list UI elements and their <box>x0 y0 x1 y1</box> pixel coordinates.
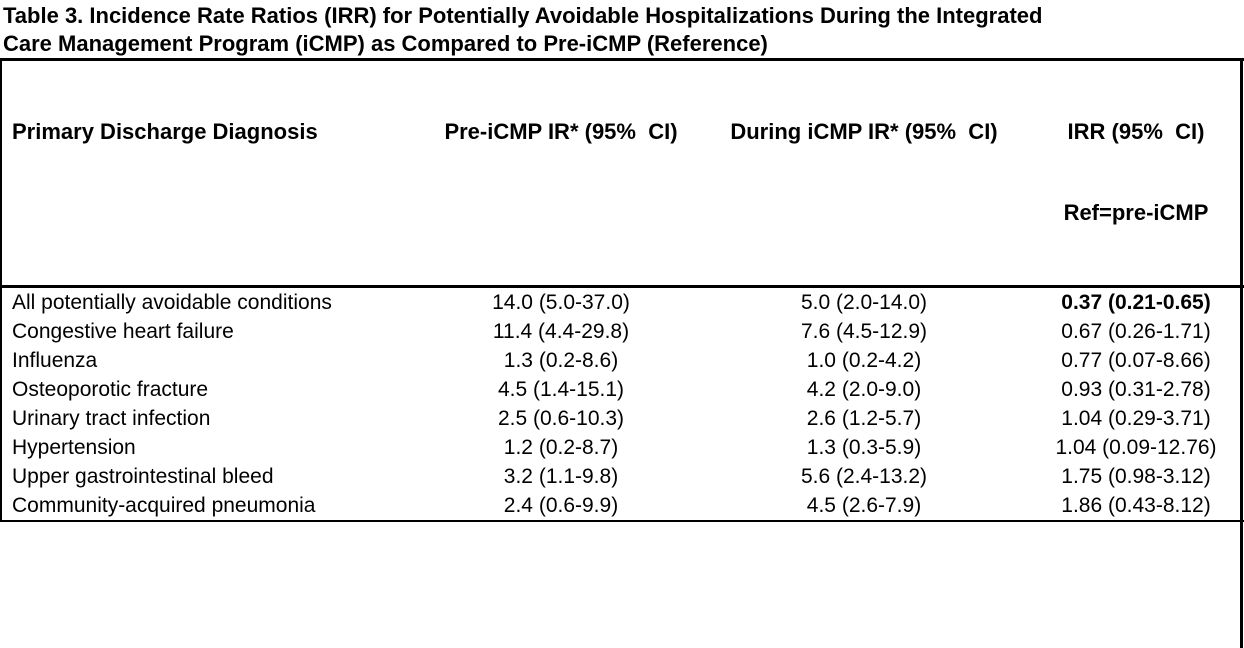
col-header-diagnosis: Primary Discharge Diagnosis <box>1 59 421 288</box>
during-icmp-cell: 1.0 (0.2-4.2) <box>806 349 922 372</box>
during-icmp-cell: 5.6 (2.4-13.2) <box>800 465 928 488</box>
table-row: All potentially avoidable conditions 14.… <box>1 287 1244 318</box>
diagnosis-cell: Community-acquired pneumonia <box>12 494 316 517</box>
table-title-line-1: Table 3. Incidence Rate Ratios (IRR) for… <box>3 3 1043 28</box>
table-row: Urinary tract infection 2.5 (0.6-10.3) 2… <box>1 404 1244 433</box>
table-title-line-2: Care Management Program (iCMP) as Compar… <box>3 31 768 56</box>
table-row: Hypertension 1.2 (0.2-8.7) 1.3 (0.3-5.9)… <box>1 433 1244 462</box>
table-row: Community-acquired pneumonia 2.4 (0.6-9.… <box>1 491 1244 521</box>
irr-cell: 0.37 (0.21-0.65) <box>1061 291 1211 314</box>
col-header-pre-icmp: Pre-iCMP IR* (95% CI) <box>421 59 701 288</box>
during-icmp-cell: 5.0 (2.0-14.0) <box>800 291 928 314</box>
diagnosis-cell: Upper gastrointestinal bleed <box>12 465 274 488</box>
irr-cell: 1.75 (0.98-3.12) <box>1061 465 1211 488</box>
pre-icmp-cell: 2.4 (0.6-9.9) <box>503 494 619 517</box>
right-border-line <box>1240 58 1243 648</box>
col-header-during-icmp: During iCMP IR* (95% CI) <box>701 59 1027 288</box>
pre-icmp-cell: 3.2 (1.1-9.8) <box>503 465 619 488</box>
diagnosis-cell: Osteoporotic fracture <box>12 378 209 401</box>
irr-cell: 0.77 (0.07-8.66) <box>1061 349 1211 372</box>
diagnosis-cell: Congestive heart failure <box>12 320 234 343</box>
table-title: Table 3. Incidence Rate Ratios (IRR) for… <box>3 2 1243 58</box>
irr-cell: 1.86 (0.43-8.12) <box>1061 494 1211 517</box>
incidence-rate-ratio-table: Primary Discharge Diagnosis Pre-iCMP IR*… <box>0 58 1244 522</box>
diagnosis-cell: Urinary tract infection <box>12 407 211 430</box>
during-icmp-cell: 7.6 (4.5-12.9) <box>800 320 928 343</box>
pre-icmp-cell: 14.0 (5.0-37.0) <box>492 291 630 314</box>
diagnosis-cell: Hypertension <box>12 436 136 459</box>
table-row: Osteoporotic fracture 4.5 (1.4-15.1) 4.2… <box>1 375 1244 404</box>
irr-cell: 0.93 (0.31-2.78) <box>1061 378 1211 401</box>
table-row: Influenza 1.3 (0.2-8.6) 1.0 (0.2-4.2) 0.… <box>1 346 1244 375</box>
diagnosis-cell: Influenza <box>12 349 98 372</box>
pre-icmp-cell: 1.3 (0.2-8.6) <box>503 349 619 372</box>
irr-cell: 0.67 (0.26-1.71) <box>1061 320 1211 343</box>
irr-cell: 1.04 (0.29-3.71) <box>1061 407 1211 430</box>
during-icmp-cell: 4.5 (2.6-7.9) <box>806 494 922 517</box>
during-icmp-cell: 1.3 (0.3-5.9) <box>806 436 922 459</box>
during-icmp-cell: 4.2 (2.0-9.0) <box>806 378 922 401</box>
irr-cell: 1.04 (0.09-12.76) <box>1055 436 1217 459</box>
col-header-irr: IRR (95% CI) Ref=pre-iCMP <box>1027 59 1244 288</box>
pre-icmp-cell: 4.5 (1.4-15.1) <box>497 378 625 401</box>
table-row: Congestive heart failure 11.4 (4.4-29.8)… <box>1 317 1244 346</box>
table-row: Upper gastrointestinal bleed 3.2 (1.1-9.… <box>1 462 1244 491</box>
diagnosis-cell: All potentially avoidable conditions <box>12 291 332 314</box>
during-icmp-cell: 2.6 (1.2-5.7) <box>806 407 922 430</box>
pre-icmp-cell: 11.4 (4.4-29.8) <box>492 320 630 343</box>
header-row: Primary Discharge Diagnosis Pre-iCMP IR*… <box>1 59 1244 288</box>
pre-icmp-cell: 2.5 (0.6-10.3) <box>497 407 625 430</box>
pre-icmp-cell: 1.2 (0.2-8.7) <box>503 436 619 459</box>
